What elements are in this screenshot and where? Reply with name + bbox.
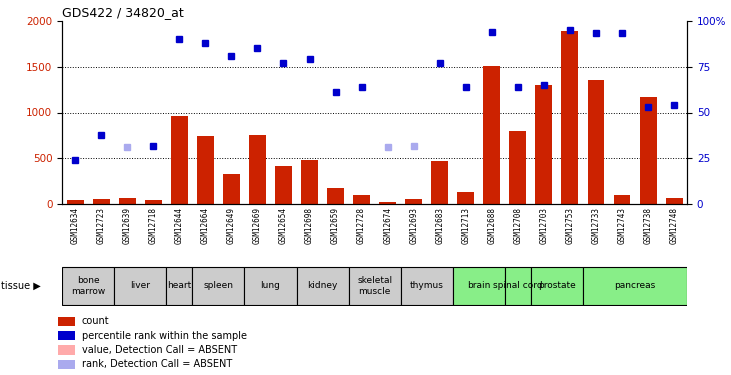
Text: GSM12718: GSM12718 <box>149 207 158 245</box>
Text: GSM12639: GSM12639 <box>123 207 132 245</box>
Text: GSM12698: GSM12698 <box>305 207 314 245</box>
Bar <box>561 31 578 204</box>
Bar <box>353 195 370 204</box>
Text: pancreas: pancreas <box>615 281 656 290</box>
Text: kidney: kidney <box>307 281 338 290</box>
Bar <box>613 195 631 204</box>
Text: GSM12753: GSM12753 <box>566 207 575 245</box>
Text: spleen: spleen <box>203 281 233 290</box>
Text: liver: liver <box>130 281 151 290</box>
Text: bone
marrow: bone marrow <box>71 276 105 296</box>
Text: GSM12674: GSM12674 <box>383 207 392 245</box>
Bar <box>510 131 526 204</box>
Text: percentile rank within the sample: percentile rank within the sample <box>82 331 247 340</box>
Text: GSM12688: GSM12688 <box>488 207 496 245</box>
Text: GSM12728: GSM12728 <box>357 207 366 245</box>
Text: GSM12703: GSM12703 <box>539 207 548 245</box>
Bar <box>401 267 452 305</box>
Bar <box>223 174 240 204</box>
Bar <box>244 267 297 305</box>
Bar <box>535 85 553 204</box>
Bar <box>58 316 75 326</box>
Text: GSM12664: GSM12664 <box>201 207 210 245</box>
Bar <box>452 267 505 305</box>
Text: GSM12733: GSM12733 <box>591 207 600 245</box>
Text: rank, Detection Call = ABSENT: rank, Detection Call = ABSENT <box>82 360 232 369</box>
Bar <box>249 135 266 204</box>
Text: thymus: thymus <box>410 281 444 290</box>
Bar <box>431 161 448 204</box>
Bar <box>192 267 244 305</box>
Text: GSM12634: GSM12634 <box>71 207 80 245</box>
Text: GSM12644: GSM12644 <box>175 207 183 245</box>
Bar <box>588 80 605 204</box>
Text: tissue ▶: tissue ▶ <box>1 281 41 291</box>
Bar <box>197 136 214 204</box>
Bar <box>349 267 401 305</box>
Text: skeletal
muscle: skeletal muscle <box>357 276 393 296</box>
Bar <box>275 166 292 204</box>
Text: value, Detection Call = ABSENT: value, Detection Call = ABSENT <box>82 345 237 355</box>
Text: lung: lung <box>260 281 281 290</box>
Text: spinal cord: spinal cord <box>493 281 542 290</box>
Bar <box>118 198 136 204</box>
Text: GSM12669: GSM12669 <box>253 207 262 245</box>
Bar <box>640 97 656 204</box>
Bar <box>483 66 500 204</box>
Bar <box>297 267 349 305</box>
Bar <box>93 199 110 204</box>
Bar <box>531 267 583 305</box>
Text: count: count <box>82 316 110 326</box>
Text: GSM12649: GSM12649 <box>227 207 236 245</box>
Bar <box>167 267 192 305</box>
Text: GSM12738: GSM12738 <box>643 207 653 245</box>
Bar <box>62 267 114 305</box>
Bar <box>171 116 188 204</box>
Bar <box>666 198 683 204</box>
Text: GSM12723: GSM12723 <box>96 207 106 245</box>
Bar <box>58 331 75 340</box>
Text: GSM12654: GSM12654 <box>279 207 288 245</box>
Text: GSM12713: GSM12713 <box>461 207 470 245</box>
Bar <box>67 200 83 204</box>
Text: GSM12683: GSM12683 <box>435 207 444 245</box>
Bar <box>327 188 344 204</box>
Bar <box>301 160 318 204</box>
Bar <box>58 360 75 369</box>
Text: heart: heart <box>167 281 192 290</box>
Text: GSM12659: GSM12659 <box>331 207 340 245</box>
Bar <box>505 267 531 305</box>
Text: prostate: prostate <box>538 281 576 290</box>
Text: GSM12743: GSM12743 <box>618 207 626 245</box>
Text: GSM12748: GSM12748 <box>670 207 678 245</box>
Bar <box>145 200 162 204</box>
Bar <box>583 267 687 305</box>
Bar <box>458 192 474 204</box>
Bar <box>114 267 167 305</box>
Text: GSM12693: GSM12693 <box>409 207 418 245</box>
Text: GDS422 / 34820_at: GDS422 / 34820_at <box>62 6 184 20</box>
Bar <box>58 345 75 355</box>
Text: brain: brain <box>467 281 491 290</box>
Bar <box>405 200 423 204</box>
Bar <box>379 202 396 204</box>
Text: GSM12708: GSM12708 <box>513 207 523 245</box>
